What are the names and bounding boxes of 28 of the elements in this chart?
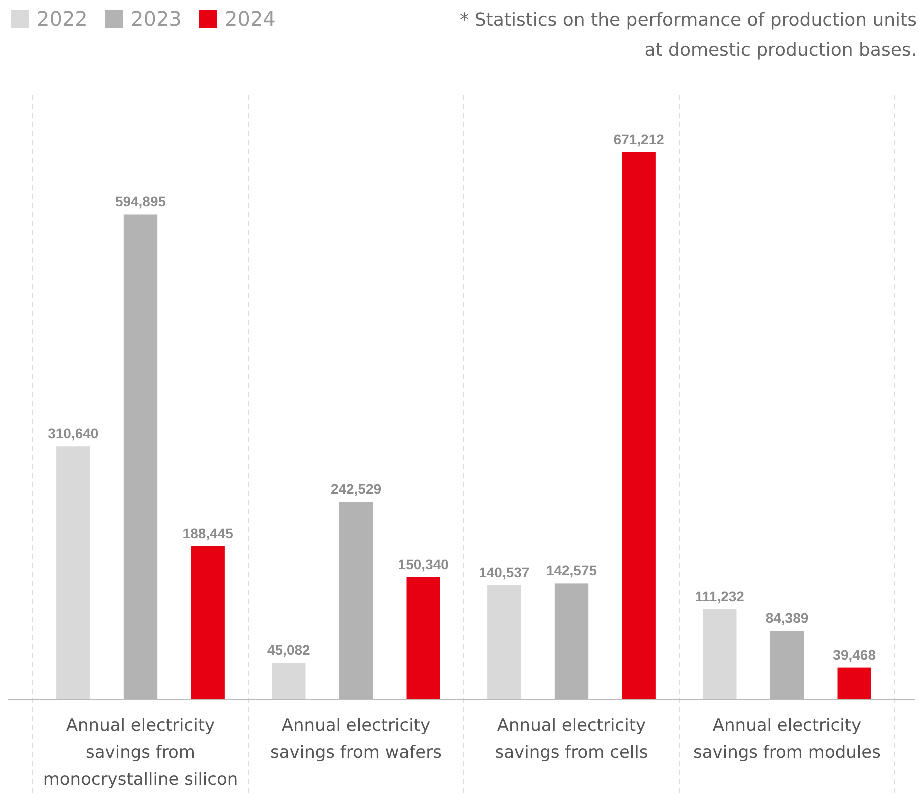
- legend-label: 2022: [37, 7, 88, 31]
- legend-label: 2023: [131, 7, 182, 31]
- bar: [622, 152, 656, 700]
- x-tick-label: Annual electricity savings from cells: [495, 716, 648, 763]
- data-label: 188,445: [182, 525, 234, 542]
- bar: [191, 546, 225, 700]
- bar: [488, 585, 522, 700]
- bar: [703, 609, 737, 700]
- bar: [56, 446, 90, 700]
- bar: [838, 668, 872, 700]
- data-label: 142,575: [546, 562, 598, 579]
- data-label: 150,340: [398, 556, 450, 572]
- bar: [406, 577, 440, 700]
- data-label: 84,389: [766, 610, 809, 626]
- data-label: 310,640: [48, 426, 99, 442]
- legend-label: 2024: [225, 7, 276, 31]
- data-label: 140,537: [479, 564, 530, 580]
- data-label: 242,529: [330, 481, 382, 498]
- data-label: 594,895: [115, 194, 166, 210]
- bar: [272, 663, 306, 700]
- x-tick-label: Annual electricity savings from modules: [694, 716, 882, 763]
- data-label: 45,082: [267, 642, 311, 658]
- text: * Statistics on the performance of production units at domestic production bases.: [460, 10, 917, 61]
- x-tick-label: Annual electricity savings from wafers: [270, 716, 442, 763]
- x-tick-label: Annual electricity savings from monocrystalline silicon: [43, 716, 238, 790]
- data-label: 111,232: [695, 588, 745, 604]
- data-label: 39,468: [833, 646, 876, 663]
- data-label: 671,212: [614, 131, 665, 148]
